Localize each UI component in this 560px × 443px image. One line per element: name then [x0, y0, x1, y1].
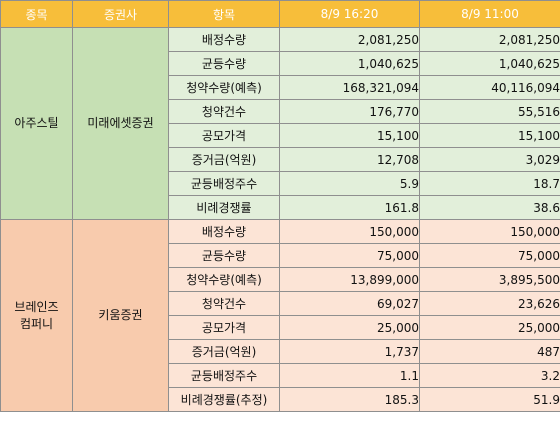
value-time2-cell: 487 [419, 339, 560, 364]
value-time1-cell: 161.8 [279, 195, 420, 220]
item-cell: 균등배정주수 [168, 171, 280, 196]
item-cell: 균등배정주수 [168, 363, 280, 388]
value-time2-cell: 2,081,250 [419, 27, 560, 52]
table-row: 청약건수 176,770 55,516 [1, 99, 560, 124]
table-row: 증거금(억원) 12,708 3,029 [1, 147, 560, 172]
value-time2-cell: 1,040,625 [419, 51, 560, 76]
stock-name-line-2: 컴퍼니 [19, 316, 54, 331]
value-time2-cell: 23,626 [419, 291, 560, 316]
value-time2-cell: 15,100 [419, 123, 560, 148]
value-time1-cell: 150,000 [279, 219, 420, 244]
value-time1-cell: 168,321,094 [279, 75, 420, 100]
table-row: 청약수량(예측) 13,899,000 3,895,500 [1, 267, 560, 292]
item-cell: 균등수량 [168, 51, 280, 76]
table-row: 균등수량 1,040,625 1,040,625 [1, 51, 560, 76]
broker-name-cell: 키움증권 [72, 219, 169, 412]
stock-name-cell: 아주스틸 [0, 27, 73, 220]
table-row: 균등수량 75,000 75,000 [1, 243, 560, 268]
item-cell: 배정수량 [168, 219, 280, 244]
header-broker: 증권사 [72, 0, 169, 28]
table-row: 청약수량(예측) 168,321,094 40,116,094 [1, 75, 560, 100]
value-time1-cell: 176,770 [279, 99, 420, 124]
value-time1-cell: 12,708 [279, 147, 420, 172]
table-row: 청약건수 69,027 23,626 [1, 291, 560, 316]
table-row: 아주스틸 미래에셋증권 배정수량 2,081,250 2,081,250 [0, 27, 560, 220]
value-time1-cell: 75,000 [279, 243, 420, 268]
table-row: 공모가격 25,000 25,000 [1, 315, 560, 340]
header-time-1: 8/9 16:20 [279, 0, 420, 28]
value-time2-cell: 25,000 [419, 315, 560, 340]
item-cell: 청약수량(예측) [168, 75, 280, 100]
header-time-2: 8/9 11:00 [419, 0, 560, 28]
ipo-subscription-table: 종목 증권사 항목 8/9 16:20 8/9 11:00 아주스틸 미래에셋증… [0, 0, 560, 412]
value-time1-cell: 185.3 [279, 387, 420, 412]
item-cell: 배정수량 [168, 27, 280, 52]
value-time2-cell: 75,000 [419, 243, 560, 268]
value-time2-cell: 18.7 [419, 171, 560, 196]
value-time2-cell: 40,116,094 [419, 75, 560, 100]
item-cell: 청약수량(예측) [168, 267, 280, 292]
broker-name-cell: 미래에셋증권 [72, 27, 169, 220]
table-row: 증거금(억원) 1,737 487 [1, 339, 560, 364]
value-time1-cell: 2,081,250 [279, 27, 420, 52]
item-cell: 비례경쟁률 [168, 195, 280, 220]
value-time2-cell: 51.9 [419, 387, 560, 412]
stock-name-line-1: 브레인즈 [14, 299, 59, 314]
value-time2-cell: 3.2 [419, 363, 560, 388]
value-time2-cell: 3,895,500 [419, 267, 560, 292]
item-cell: 증거금(억원) [168, 147, 280, 172]
value-time2-cell: 38.6 [419, 195, 560, 220]
item-cell: 증거금(억원) [168, 339, 280, 364]
item-cell: 비례경쟁률(추정) [168, 387, 280, 412]
value-time2-cell: 150,000 [419, 219, 560, 244]
table-row: 비례경쟁률 161.8 38.6 [1, 195, 560, 220]
header-stock: 종목 [0, 0, 73, 28]
value-time1-cell: 1,737 [279, 339, 420, 364]
table-row: 브레인즈 컴퍼니 키움증권 배정수량 150,000 150,000 [0, 219, 560, 412]
item-cell: 공모가격 [168, 315, 280, 340]
value-time1-cell: 15,100 [279, 123, 420, 148]
stock-name-cell: 브레인즈 컴퍼니 [0, 219, 73, 412]
item-cell: 균등수량 [168, 243, 280, 268]
value-time1-cell: 1.1 [279, 363, 420, 388]
value-time1-cell: 69,027 [279, 291, 420, 316]
table-row: 공모가격 15,100 15,100 [1, 123, 560, 148]
value-time2-cell: 55,516 [419, 99, 560, 124]
header-item: 항목 [168, 0, 280, 28]
value-time1-cell: 25,000 [279, 315, 420, 340]
value-time1-cell: 1,040,625 [279, 51, 420, 76]
item-cell: 공모가격 [168, 123, 280, 148]
item-cell: 청약건수 [168, 99, 280, 124]
value-time1-cell: 13,899,000 [279, 267, 420, 292]
table-row: 비례경쟁률(추정) 185.3 51.9 [1, 387, 560, 412]
item-cell: 청약건수 [168, 291, 280, 316]
value-time2-cell: 3,029 [419, 147, 560, 172]
header-row: 종목 증권사 항목 8/9 16:20 8/9 11:00 [0, 0, 560, 28]
value-time1-cell: 5.9 [279, 171, 420, 196]
